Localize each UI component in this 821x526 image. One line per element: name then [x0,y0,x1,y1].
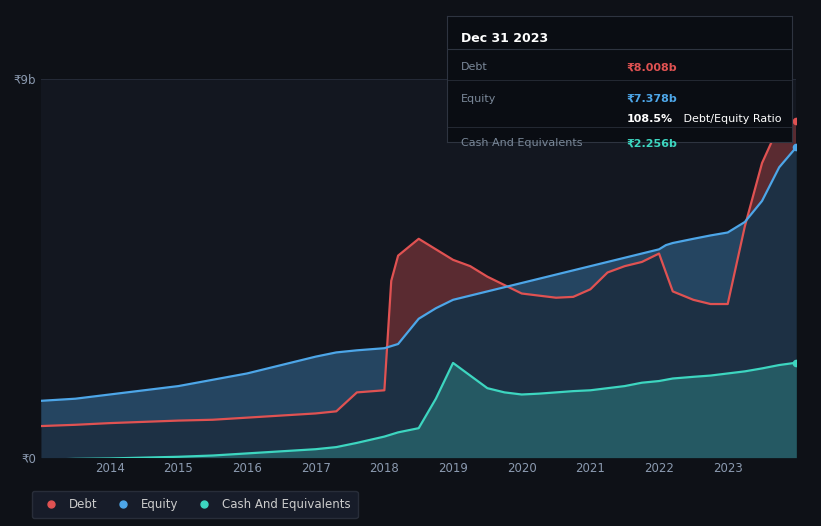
Text: Dec 31 2023: Dec 31 2023 [461,32,548,45]
Text: Debt: Debt [461,63,488,73]
Legend: Debt, Equity, Cash And Equivalents: Debt, Equity, Cash And Equivalents [32,491,358,518]
Text: Equity: Equity [461,94,497,104]
Text: 108.5%: 108.5% [626,114,673,124]
Text: ₹7.378b: ₹7.378b [626,94,677,104]
Text: Cash And Equivalents: Cash And Equivalents [461,138,583,148]
Text: ₹2.256b: ₹2.256b [626,138,677,148]
Text: ₹8.008b: ₹8.008b [626,63,677,73]
Text: Debt/Equity Ratio: Debt/Equity Ratio [681,114,782,124]
